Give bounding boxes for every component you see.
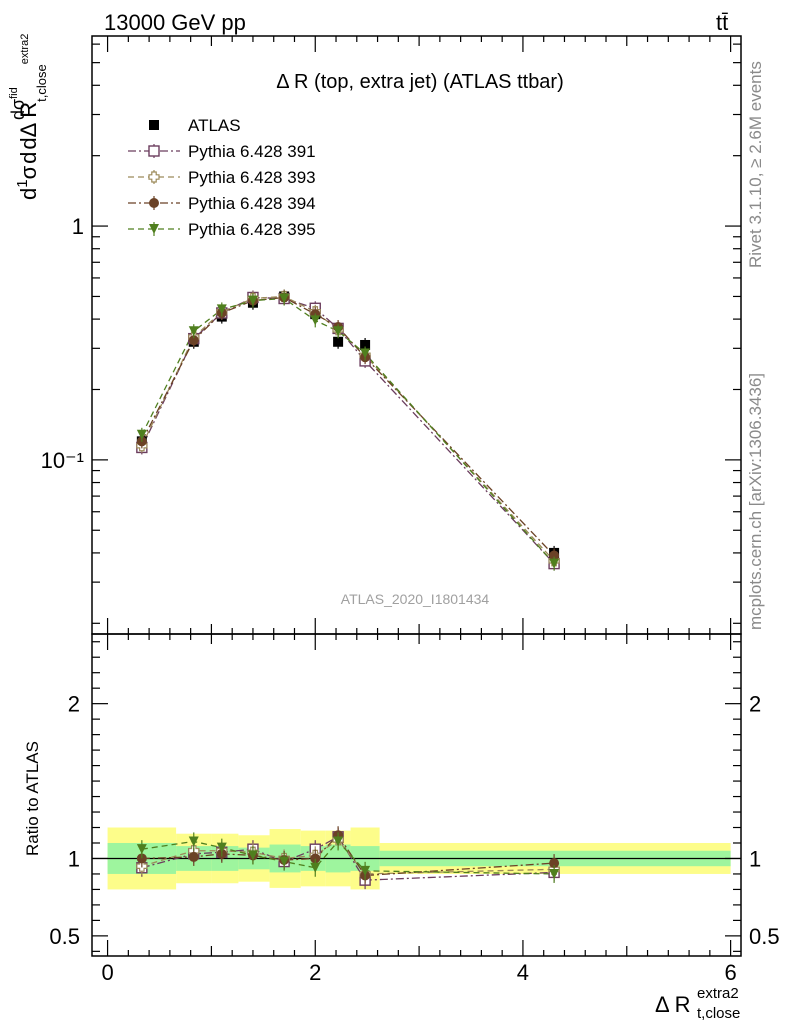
series-4-point (188, 326, 199, 337)
x-axis-label: Δ R extra2 t,close (655, 985, 740, 1022)
svg-text:t,close: t,close (697, 1005, 740, 1022)
x-tick-label: 6 (724, 960, 736, 985)
series-2-main-line (141, 295, 555, 562)
legend-label: Pythia 6.428 393 (188, 168, 316, 187)
series-4-ratio-point (216, 842, 227, 853)
series-0-point (360, 339, 371, 350)
series-4-point (279, 293, 290, 304)
legend-marker (149, 198, 159, 208)
y-axis-label: d1σddΔ Rt,closeextra2 dσfid (8, 34, 49, 200)
legend: ATLAS Pythia 6.428 391 Pythia 6.428 393 Pyt… (128, 116, 316, 239)
y-tick-label-0p1: 10⁻¹ (41, 448, 84, 473)
series-4-ratio-point (360, 865, 371, 876)
ratio-tick-label-right: 2 (749, 692, 761, 717)
series-3-main-line (141, 296, 555, 556)
axis-ticks: 0 2 4 6 1 10⁻¹ 0.5 0.5 1 1 2 2 (41, 36, 780, 985)
series-3-ratio-point (188, 851, 199, 862)
rivet-version-label: Rivet 3.1.10, ≥ 2.6M events (746, 61, 765, 268)
legend-label: ATLAS (188, 116, 241, 135)
x-tick-label: 2 (309, 960, 321, 985)
svg-text:Δ R: Δ R (655, 992, 690, 1017)
header-process: tt̄ (716, 10, 728, 35)
series-4-point (310, 315, 321, 326)
series-4-point (247, 295, 258, 306)
ratio-tick-label-left: 0.5 (49, 924, 80, 949)
series-3-ratio-point (310, 853, 321, 864)
y-tick-label-1: 1 (72, 214, 84, 239)
ratio-tick-label-left: 1 (68, 846, 80, 871)
x-tick-label: 4 (517, 960, 529, 985)
legend-label: Pythia 6.428 394 (188, 194, 316, 213)
series-4-point (549, 558, 560, 569)
chart-title: Δ R (top, extra jet) (ATLAS ttbar) (276, 71, 564, 93)
series-4-point (136, 429, 147, 440)
series-3-point (188, 335, 199, 346)
mcplots-credit-label: mcplots.cern.ch [arXiv:1306.3436] (746, 372, 765, 630)
series-3-ratio-point (549, 858, 560, 869)
series-4-point (333, 326, 344, 337)
series-markers (136, 289, 560, 890)
series-4-ratio-point (279, 856, 290, 867)
legend-marker (148, 145, 160, 157)
ratio-tick-label-right: 0.5 (749, 924, 780, 949)
legend-marker (148, 171, 160, 183)
series-4-point (360, 348, 371, 359)
legend-marker (149, 224, 159, 234)
series-3-ratio-point (136, 853, 147, 864)
series-4-ratio-point (136, 844, 147, 855)
svg-text:extra2: extra2 (697, 985, 739, 1002)
legend-label: Pythia 6.428 391 (188, 142, 316, 161)
ratio-frame (91, 633, 742, 957)
series-4-ratio-point (188, 836, 199, 847)
ratio-tick-label-right: 1 (749, 846, 761, 871)
series-0-point (333, 336, 344, 347)
svg-text:dσfid: dσfid (8, 87, 28, 120)
header-energy: 13000 GeV pp (104, 10, 246, 35)
series-lines (141, 295, 555, 881)
analysis-watermark: ATLAS_2020_I1801434 (341, 591, 490, 607)
series-4-ratio-point (333, 836, 344, 847)
series-4-point (216, 304, 227, 315)
ratio-tick-label-left: 2 (68, 692, 80, 717)
series-4-ratio-point (310, 862, 321, 873)
legend-marker (149, 120, 159, 130)
legend-label: Pythia 6.428 395 (188, 220, 316, 239)
ratio-axis-label: Ratio to ATLAS (23, 741, 42, 856)
series-4-ratio-point (247, 850, 258, 861)
series-3-point (549, 550, 560, 561)
series-4-ratio-point (549, 868, 560, 879)
x-tick-label: 0 (101, 960, 113, 985)
